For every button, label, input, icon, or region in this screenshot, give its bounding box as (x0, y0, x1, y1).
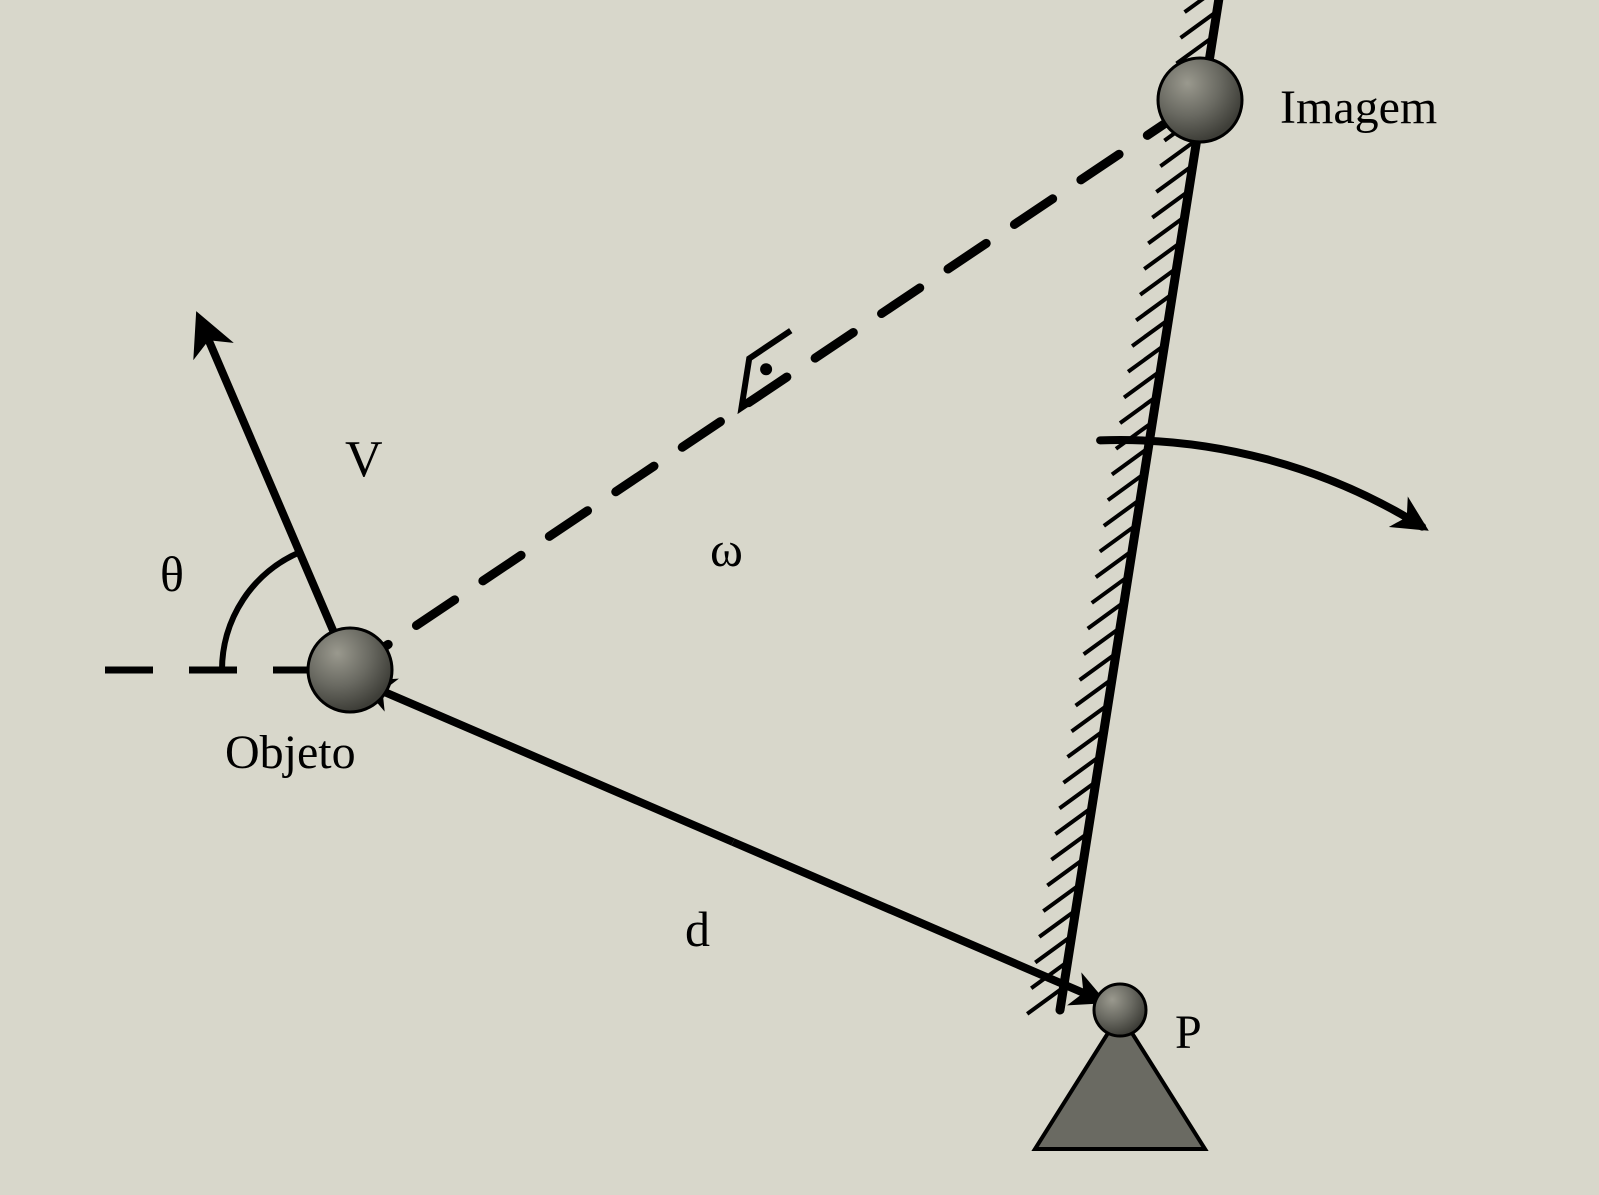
image-label: Imagem (1280, 80, 1437, 135)
physics-diagram (0, 0, 1599, 1195)
pivot-ball (1094, 984, 1146, 1036)
distance-label: d (685, 900, 710, 958)
object-ball (308, 628, 392, 712)
velocity-label: V (345, 430, 383, 489)
theta-label: θ (160, 545, 184, 603)
object-label: Objeto (225, 725, 356, 780)
image-ball (1158, 58, 1242, 142)
pivot-label: P (1175, 1005, 1202, 1060)
right-angle-dot (760, 363, 772, 375)
omega-label: ω (710, 520, 743, 578)
